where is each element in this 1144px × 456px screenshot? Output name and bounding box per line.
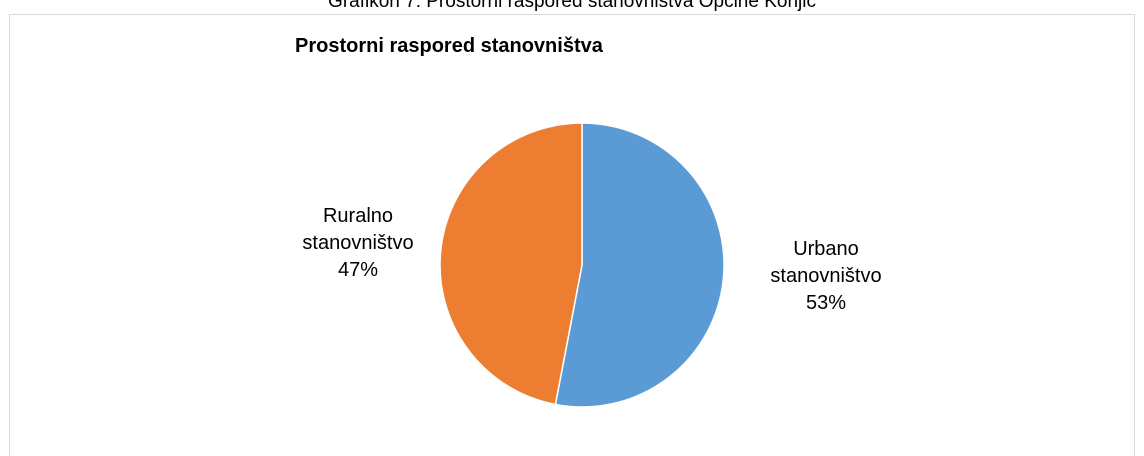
- slice-label-ruralno-percent: 47%: [337, 259, 379, 281]
- slice-label-ruralno-name2: stanovništvo: [302, 232, 414, 254]
- slice-label-ruralno: Ruralno stanovništvo 47%: [274, 203, 442, 284]
- slice-label-urbano-name2: stanovništvo: [770, 265, 882, 287]
- slice-label-ruralno-name1: Ruralno: [322, 205, 394, 227]
- slice-label-urbano: Urbano stanovništvo 53%: [752, 236, 900, 317]
- chart-area: [9, 14, 1135, 456]
- figure-caption: Grafikon 7: Prostorni raspored stanovniš…: [328, 0, 816, 12]
- chart-title: Prostorni raspored stanovništva: [295, 35, 603, 57]
- pie-slice-urbano: [554, 122, 725, 408]
- slice-label-urbano-name1: Urbano: [793, 238, 859, 260]
- pie-slice-ruralno: [439, 122, 583, 406]
- slice-label-urbano-percent: 53%: [805, 292, 847, 314]
